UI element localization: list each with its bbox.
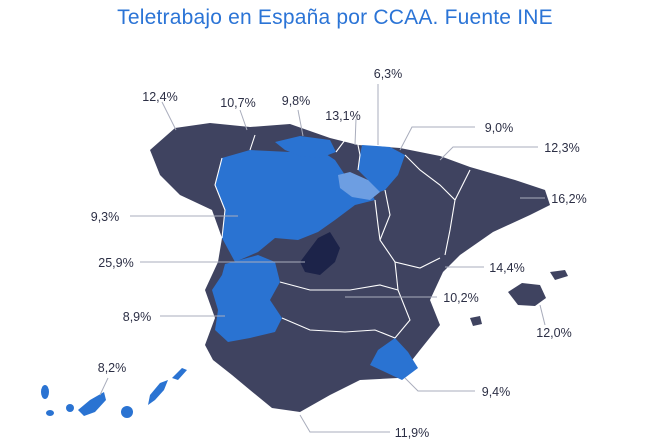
region-borders xyxy=(214,134,471,339)
region-extremadura xyxy=(212,255,282,342)
island-la-palma xyxy=(41,385,49,399)
island-tenerife xyxy=(78,392,106,416)
region-canarias xyxy=(41,368,187,418)
label-madrid: 25,9% xyxy=(98,256,133,270)
label-aragon: 12,3% xyxy=(544,141,579,155)
label-extremadura: 8,9% xyxy=(123,310,152,324)
island-gran-canaria xyxy=(121,406,133,418)
island-lanzarote xyxy=(172,368,187,380)
value-labels: 12,4% 10,7% 9,8% 6,3% 13,1% 9,0% 12,3% 1… xyxy=(91,67,587,440)
label-pais-vasco: 6,3% xyxy=(374,67,403,81)
label-navarra: 9,0% xyxy=(485,121,514,135)
island-la-gomera xyxy=(66,404,74,412)
island-fuerteventura xyxy=(148,380,168,405)
label-asturias: 10,7% xyxy=(220,96,255,110)
region-murcia xyxy=(370,338,418,380)
label-baleares: 12,0% xyxy=(536,326,571,340)
island-el-hierro xyxy=(46,410,54,416)
island-ibiza xyxy=(470,316,482,326)
label-galicia: 12,4% xyxy=(142,90,177,104)
region-madrid xyxy=(300,232,340,275)
island-mallorca xyxy=(508,283,546,306)
region-castilla-y-leon xyxy=(215,150,375,262)
label-valencia: 14,4% xyxy=(489,261,524,275)
label-la-rioja-top: 13,1% xyxy=(325,109,360,123)
leader-lines xyxy=(99,84,546,433)
label-canarias: 8,2% xyxy=(98,361,127,375)
map-title: Teletrabajo en España por CCAA. Fuente I… xyxy=(117,6,553,29)
label-cataluna: 16,2% xyxy=(551,192,586,206)
island-menorca xyxy=(550,270,568,280)
label-murcia: 9,4% xyxy=(482,385,511,399)
region-baleares xyxy=(470,270,568,326)
label-cantabria: 9,8% xyxy=(282,94,311,108)
region-la-rioja xyxy=(338,172,380,200)
label-andalucia: 11,9% xyxy=(395,426,430,440)
region-cantabria xyxy=(275,136,336,158)
label-castilla-y-leon: 9,3% xyxy=(91,210,120,224)
label-castilla-la-mancha: 10,2% xyxy=(443,291,478,305)
